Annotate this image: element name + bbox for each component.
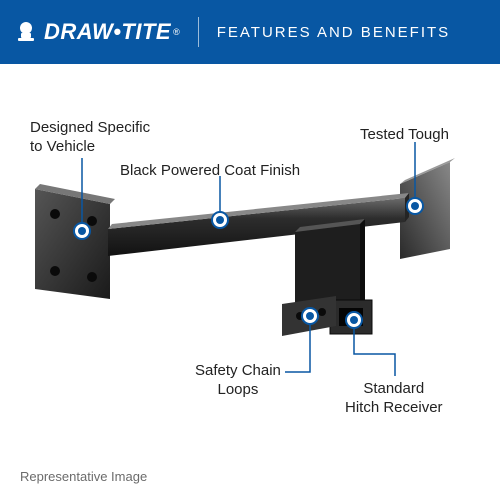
footnote: Representative Image — [20, 469, 147, 484]
diagram-area: Designed Specificto Vehicle Black Powered… — [0, 64, 500, 500]
callout-designed: Designed Specificto Vehicle — [30, 119, 150, 157]
header-title: FEATURES AND BENEFITS — [217, 24, 450, 41]
callout-tough: Tested Tough — [360, 126, 449, 145]
logo-text: DRAW•TITE — [44, 19, 171, 45]
cross-bar — [108, 193, 409, 256]
header-bar: DRAW•TITE ® FEATURES AND BENEFITS — [0, 0, 500, 64]
header-divider — [198, 17, 199, 47]
callout-coat: Black Powered Coat Finish — [120, 162, 300, 181]
right-bracket — [400, 158, 455, 259]
hitch-ball-icon — [14, 20, 38, 44]
registered-mark: ® — [173, 27, 180, 37]
brand-logo: DRAW•TITE ® — [14, 19, 180, 45]
receiver-drop — [282, 219, 372, 336]
callout-loops: Safety ChainLoops — [195, 362, 281, 400]
left-bracket — [35, 184, 115, 299]
callout-receiver: StandardHitch Receiver — [345, 380, 443, 418]
